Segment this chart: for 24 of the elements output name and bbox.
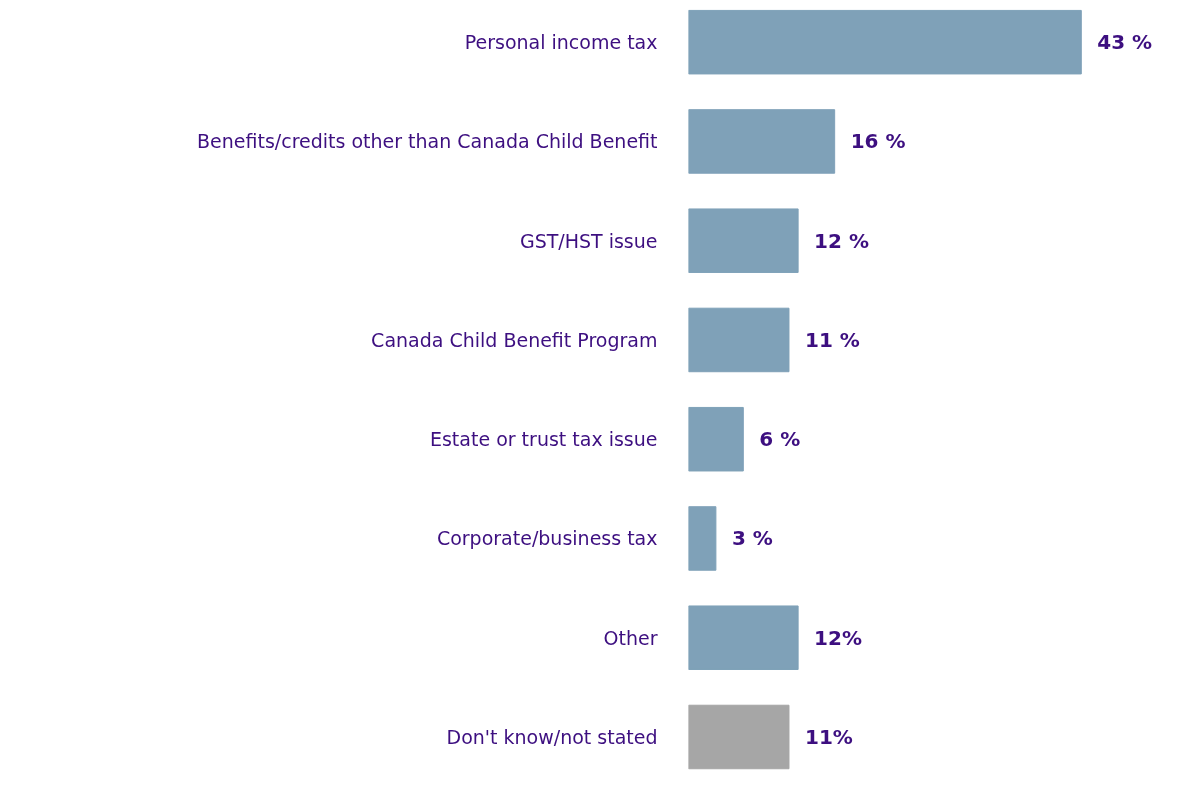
- bar: [688, 506, 717, 571]
- bar: [688, 605, 799, 670]
- data-label: 12%: [814, 625, 862, 650]
- data-label: 16 %: [850, 129, 906, 154]
- data-label: 6 %: [759, 427, 801, 452]
- bar: [688, 406, 744, 472]
- bar: [688, 208, 799, 273]
- bar: [688, 704, 790, 770]
- data-label: 11 %: [804, 327, 860, 352]
- data-label: 11%: [804, 724, 853, 749]
- y-tick-label: Estate or trust tax issue: [429, 428, 658, 451]
- y-tick-label: Benefits/credits other than Canada Child Benefit: [197, 130, 658, 153]
- y-tick-label: Canada Child Benefit Program: [371, 328, 658, 351]
- data-label: 3 %: [731, 526, 773, 551]
- data-label: 12 %: [814, 228, 869, 253]
- y-tick-label: GST/HST issue: [519, 229, 658, 252]
- y-tick-label: Don't know/not stated: [446, 725, 658, 748]
- data-label: 43 %: [1097, 30, 1153, 55]
- y-tick-label: Personal income tax: [464, 31, 658, 54]
- bar: [688, 307, 790, 373]
- y-tick-label: Other: [603, 626, 658, 649]
- bar: [688, 109, 836, 174]
- y-tick-label: Corporate/business tax: [436, 527, 658, 550]
- bar: [688, 9, 1082, 75]
